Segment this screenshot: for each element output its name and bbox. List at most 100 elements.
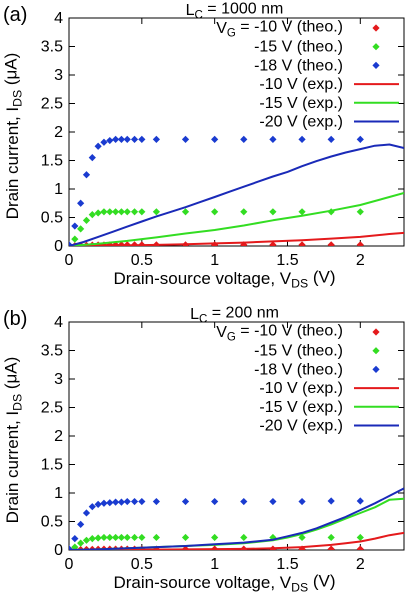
- data-point: [130, 533, 139, 542]
- data-point: [77, 539, 85, 547]
- data-point: [130, 497, 139, 506]
- legend-marker-swatch: [372, 347, 380, 355]
- y-tick-label: 4: [54, 314, 63, 331]
- data-point: [77, 225, 85, 233]
- data-point: [138, 208, 146, 216]
- legend-marker-swatch: [372, 43, 380, 51]
- data-point: [240, 497, 248, 506]
- y-axis-label: Drain current, IDS​ (μA): [2, 53, 25, 220]
- data-point: [152, 208, 160, 216]
- x-tick-label: 1.5: [276, 252, 298, 269]
- legend-marker-swatch: [372, 328, 380, 336]
- x-tick-label: 1: [210, 556, 219, 573]
- data-point: [82, 536, 91, 544]
- data-point: [112, 498, 120, 506]
- panel-label: (b): [3, 308, 27, 330]
- data-point: [82, 509, 91, 517]
- legend-marker-swatch: [372, 24, 380, 32]
- data-point: [69, 545, 73, 550]
- x-tick-label: 2: [356, 252, 365, 269]
- data-point: [152, 497, 160, 506]
- data-point: [88, 503, 96, 511]
- data-point: [106, 533, 114, 542]
- data-point: [240, 533, 248, 542]
- x-tick-label: 1.5: [276, 556, 298, 573]
- data-point: [112, 208, 120, 216]
- data-point: [123, 135, 131, 144]
- data-point: [100, 208, 108, 216]
- data-point: [71, 235, 79, 243]
- data-point: [117, 208, 126, 216]
- y-tick-label: 2: [54, 124, 63, 141]
- legend-label: -20 V (exp.): [259, 418, 343, 435]
- data-point: [117, 135, 126, 144]
- data-point: [240, 241, 248, 246]
- data-point: [94, 500, 102, 508]
- data-point: [106, 136, 114, 145]
- data-point: [112, 533, 120, 542]
- y-tick-label: 0: [54, 238, 63, 255]
- data-point: [71, 222, 79, 230]
- legend: VG​ = -10 V (theo.)-15 V (theo.)-18 V (t…: [216, 323, 399, 435]
- data-point: [100, 533, 108, 542]
- legend-label: -15 V (theo.): [254, 343, 343, 360]
- data-point: [106, 499, 114, 507]
- data-point: [138, 533, 146, 542]
- x-tick-label: 0.5: [131, 556, 153, 573]
- data-point: [71, 535, 79, 543]
- legend-label: -10 V (exp.): [259, 380, 343, 397]
- y-axis-label: Drain current, IDS​ (μA): [2, 357, 25, 524]
- y-tick-label: 1: [54, 485, 63, 502]
- data-point: [82, 216, 91, 224]
- legend-label: VG​ = -10 V (theo.): [216, 323, 343, 344]
- data-point: [327, 497, 335, 505]
- data-point: [152, 533, 160, 542]
- data-point: [94, 142, 102, 150]
- y-tick-label: 0: [54, 542, 63, 559]
- data-point: [117, 498, 126, 506]
- legend-marker-swatch: [372, 61, 380, 69]
- y-tick-label: 3: [54, 67, 63, 84]
- data-point: [130, 208, 139, 216]
- y-tick-label: 0.5: [41, 210, 63, 227]
- data-point: [123, 208, 131, 216]
- data-point: [298, 497, 306, 506]
- data-point: [356, 135, 364, 144]
- data-point: [356, 497, 364, 505]
- data-point: [298, 135, 306, 144]
- data-point: [88, 211, 96, 219]
- data-point: [181, 208, 190, 216]
- data-point: [327, 533, 335, 542]
- data-point: [298, 208, 306, 216]
- data-point: [356, 241, 364, 246]
- data-point: [356, 533, 364, 542]
- x-tick-label: 1: [210, 252, 219, 269]
- data-layer: [69, 135, 404, 246]
- y-tick-label: 1.5: [41, 457, 63, 474]
- data-point: [327, 241, 335, 246]
- data-point: [94, 534, 102, 542]
- x-tick-label: 0: [65, 556, 74, 573]
- data-point: [269, 497, 277, 506]
- data-point: [356, 208, 364, 216]
- legend-label: -18 V (theo.): [254, 361, 343, 378]
- y-tick-label: 2.5: [41, 400, 63, 417]
- y-tick-label: 2: [54, 428, 63, 445]
- y-tick-label: 3.5: [41, 343, 63, 360]
- data-point: [117, 533, 126, 542]
- y-tick-label: 0.5: [41, 514, 63, 531]
- data-point: [327, 135, 335, 144]
- data-point: [130, 135, 139, 144]
- data-point: [71, 543, 79, 550]
- data-point: [106, 208, 114, 216]
- series-line-5: [69, 143, 404, 246]
- legend: VG​ = -10 V (theo.)-15 V (theo.)-18 V (t…: [216, 19, 399, 131]
- data-point: [327, 545, 335, 550]
- data-point: [211, 533, 219, 542]
- legend-label: -15 V (exp.): [259, 399, 343, 416]
- data-point: [240, 208, 248, 216]
- data-point: [138, 135, 146, 144]
- data-point: [100, 138, 108, 146]
- data-point: [123, 533, 131, 542]
- chart-panel-b: (b) LC​ = 200 nm 0 0.5 1 1.5 2 0 0.5 1 1.5 2 2.5 3 3.5…: [2, 305, 405, 595]
